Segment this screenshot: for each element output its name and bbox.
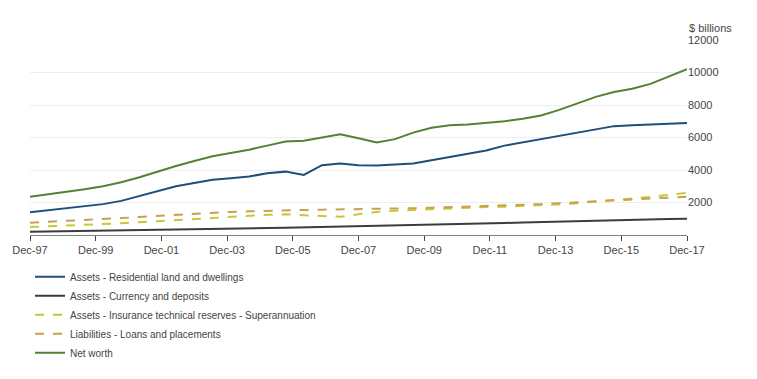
svg-text:Dec-01: Dec-01 [144,244,179,256]
svg-text:Dec-07: Dec-07 [341,244,376,256]
svg-text:4000: 4000 [688,164,712,176]
svg-text:Dec-13: Dec-13 [538,244,573,256]
svg-text:Dec-15: Dec-15 [604,244,639,256]
svg-text:8000: 8000 [688,99,712,111]
svg-text:Assets - Currency and deposits: Assets - Currency and deposits [70,291,209,302]
svg-text:10000: 10000 [688,66,719,78]
svg-text:Dec-97: Dec-97 [12,244,47,256]
svg-text:Dec-03: Dec-03 [209,244,244,256]
svg-text:Dec-99: Dec-99 [78,244,113,256]
svg-text:Dec-05: Dec-05 [275,244,310,256]
svg-text:Dec-17: Dec-17 [669,244,704,256]
svg-text:12000: 12000 [688,34,719,46]
svg-text:Net worth: Net worth [70,348,113,359]
svg-text:Assets - Insurance technical r: Assets - Insurance technical reserves - … [70,310,316,321]
svg-text:2000: 2000 [688,196,712,208]
svg-text:Dec-11: Dec-11 [473,244,508,256]
svg-text:Liabilities - Loans and placem: Liabilities - Loans and placements [70,329,221,340]
svg-text:Assets - Residential land and: Assets - Residential land and dwellings [70,272,243,283]
svg-text:Dec-09: Dec-09 [406,244,441,256]
svg-text:6000: 6000 [688,131,712,143]
svg-text:$ billions: $ billions [689,22,732,34]
